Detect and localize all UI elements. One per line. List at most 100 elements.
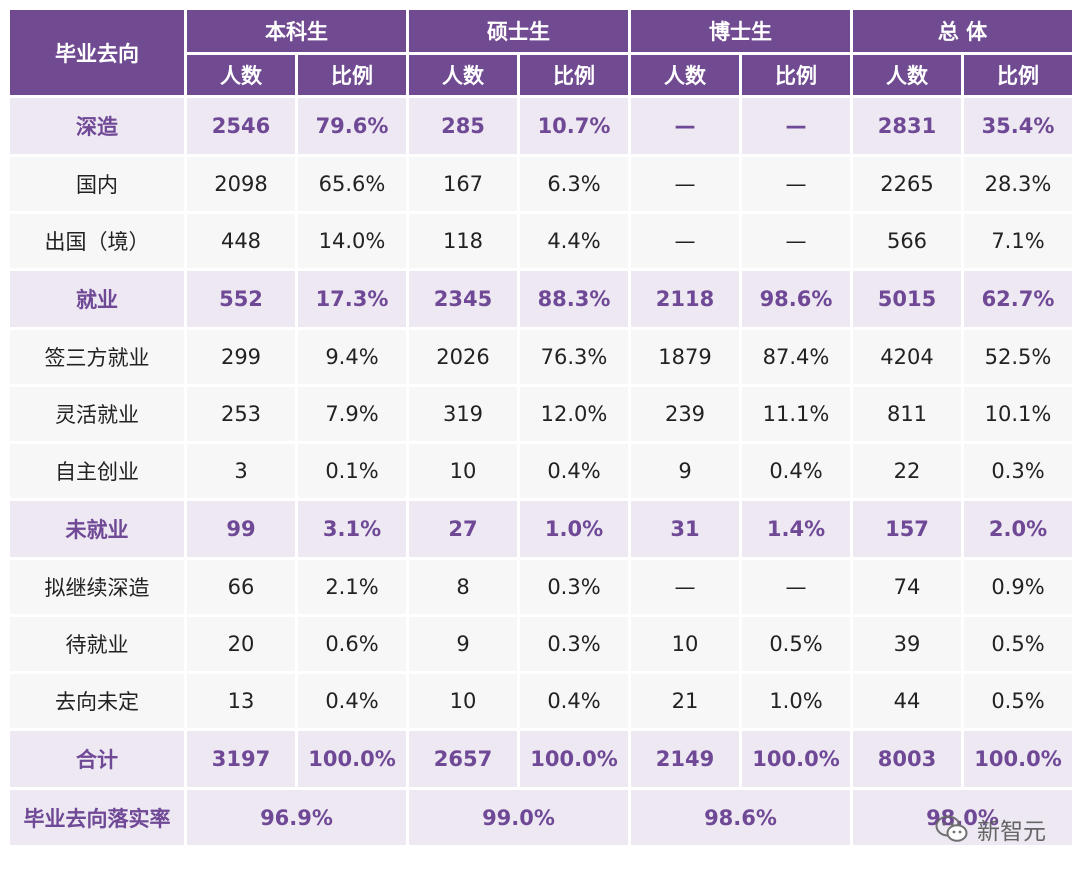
ratio-cell: — <box>742 214 850 268</box>
row-label: 深造 <box>10 98 184 154</box>
category-row: 就业 552 17.3% 2345 88.3% 2118 98.6% 5015 62.7% <box>10 271 1072 327</box>
header-count: 人数 <box>187 55 295 95</box>
header-ratio: 比例 <box>298 55 406 95</box>
placement-rate-label: 毕业去向落实率 <box>10 790 184 845</box>
count-cell: 1879 <box>631 330 739 384</box>
ratio-cell: 1.0% <box>520 501 628 557</box>
ratio-cell: 0.4% <box>742 444 850 498</box>
row-label: 国内 <box>10 157 184 211</box>
subcategory-row: 待就业 20 0.6% 9 0.3% 10 0.5% 39 0.5% <box>10 617 1072 671</box>
ratio-cell: 1.4% <box>742 501 850 557</box>
placement-rate-doctor: 98.6% <box>631 790 850 845</box>
header-undergraduate: 本科生 <box>187 10 406 52</box>
header-row-groups: 毕业去向 本科生 硕士生 博士生 总 体 <box>10 10 1072 95</box>
row-label: 就业 <box>10 271 184 327</box>
subcategory-row: 拟继续深造 66 2.1% 8 0.3% — —74 0.9% <box>10 560 1072 614</box>
ratio-cell: 10.1% <box>964 387 1072 441</box>
ratio-cell: 0.6% <box>298 617 406 671</box>
subcategory-row: 去向未定 13 0.4% 10 0.4% 21 1.0% 44 0.5% <box>10 674 1072 728</box>
ratio-cell: 0.3% <box>520 560 628 614</box>
ratio-cell: 10.7% <box>520 98 628 154</box>
count-cell: — <box>631 214 739 268</box>
ratio-cell: 88.3% <box>520 271 628 327</box>
header-master: 硕士生 <box>409 10 628 52</box>
count-cell: 448 <box>187 214 295 268</box>
ratio-cell: 0.5% <box>964 674 1072 728</box>
ratio-cell: — <box>742 560 850 614</box>
header-count: 人数 <box>853 55 961 95</box>
ratio-cell: — <box>742 98 850 154</box>
count-cell: 74 <box>853 560 961 614</box>
ratio-cell: 100.0% <box>520 731 628 787</box>
count-cell: 2265 <box>853 157 961 211</box>
count-cell: 9 <box>631 444 739 498</box>
count-cell: 2026 <box>409 330 517 384</box>
header-destination: 毕业去向 <box>10 10 184 95</box>
ratio-cell: 79.6% <box>298 98 406 154</box>
count-cell: 167 <box>409 157 517 211</box>
count-cell: 10 <box>631 617 739 671</box>
header-row-subcolumns: 人数 比例 人数 比例 人数 比例 人数 比例 <box>10 55 1072 95</box>
ratio-cell: 4.4% <box>520 214 628 268</box>
count-cell: — <box>631 560 739 614</box>
subcategory-row: 签三方就业 299 9.4% 2026 76.3% 1879 87.4% 4204 52.5% <box>10 330 1072 384</box>
count-cell: 20 <box>187 617 295 671</box>
count-cell: 552 <box>187 271 295 327</box>
subcategory-row: 国内 2098 65.6% 167 6.3% — —2265 28.3% <box>10 157 1072 211</box>
subcategory-row: 出国（境） 448 14.0% 118 4.4% — —566 7.1% <box>10 214 1072 268</box>
header-doctor: 博士生 <box>631 10 850 52</box>
ratio-cell: 0.5% <box>964 617 1072 671</box>
ratio-cell: 0.3% <box>964 444 1072 498</box>
ratio-cell: 0.5% <box>742 617 850 671</box>
header-ratio: 比例 <box>520 55 628 95</box>
placement-rate-master: 99.0% <box>409 790 628 845</box>
count-cell: 811 <box>853 387 961 441</box>
subcategory-row: 灵活就业 253 7.9% 319 12.0% 239 11.1% 811 10.1% <box>10 387 1072 441</box>
count-cell: 31 <box>631 501 739 557</box>
ratio-cell: 11.1% <box>742 387 850 441</box>
row-label: 灵活就业 <box>10 387 184 441</box>
count-cell: 2118 <box>631 271 739 327</box>
ratio-cell: 0.3% <box>520 617 628 671</box>
row-label: 合计 <box>10 731 184 787</box>
ratio-cell: 62.7% <box>964 271 1072 327</box>
count-cell: 566 <box>853 214 961 268</box>
count-cell: 3197 <box>187 731 295 787</box>
count-cell: 2831 <box>853 98 961 154</box>
count-cell: — <box>631 98 739 154</box>
count-cell: 22 <box>853 444 961 498</box>
ratio-cell: 65.6% <box>298 157 406 211</box>
count-cell: 157 <box>853 501 961 557</box>
ratio-cell: 52.5% <box>964 330 1072 384</box>
row-label: 拟继续深造 <box>10 560 184 614</box>
count-cell: 27 <box>409 501 517 557</box>
row-label: 去向未定 <box>10 674 184 728</box>
header-overall: 总 体 <box>853 10 1072 52</box>
count-cell: 10 <box>409 444 517 498</box>
header-count: 人数 <box>409 55 517 95</box>
ratio-cell: — <box>742 157 850 211</box>
ratio-cell: 14.0% <box>298 214 406 268</box>
ratio-cell: 98.6% <box>742 271 850 327</box>
wechat-icon <box>935 814 969 844</box>
ratio-cell: 7.9% <box>298 387 406 441</box>
subcategory-row: 自主创业 3 0.1% 10 0.4% 9 0.4% 22 0.3% <box>10 444 1072 498</box>
count-cell: 2098 <box>187 157 295 211</box>
ratio-cell: 6.3% <box>520 157 628 211</box>
count-cell: 4204 <box>853 330 961 384</box>
table-body: 深造 2546 79.6% 285 10.7% — —2831 35.4% 国内 2098 65.6… <box>10 98 1072 787</box>
count-cell: 39 <box>853 617 961 671</box>
row-label: 出国（境） <box>10 214 184 268</box>
total-row: 合计 3197 100.0% 2657 100.0% 2149 100.0% 8003 100.… <box>10 731 1072 787</box>
count-cell: 8003 <box>853 731 961 787</box>
watermark: 新智元 <box>935 812 1046 846</box>
ratio-cell: 100.0% <box>742 731 850 787</box>
count-cell: 8 <box>409 560 517 614</box>
ratio-cell: 0.4% <box>520 674 628 728</box>
count-cell: 13 <box>187 674 295 728</box>
ratio-cell: 1.0% <box>742 674 850 728</box>
ratio-cell: 7.1% <box>964 214 1072 268</box>
ratio-cell: 28.3% <box>964 157 1072 211</box>
ratio-cell: 12.0% <box>520 387 628 441</box>
ratio-cell: 87.4% <box>742 330 850 384</box>
